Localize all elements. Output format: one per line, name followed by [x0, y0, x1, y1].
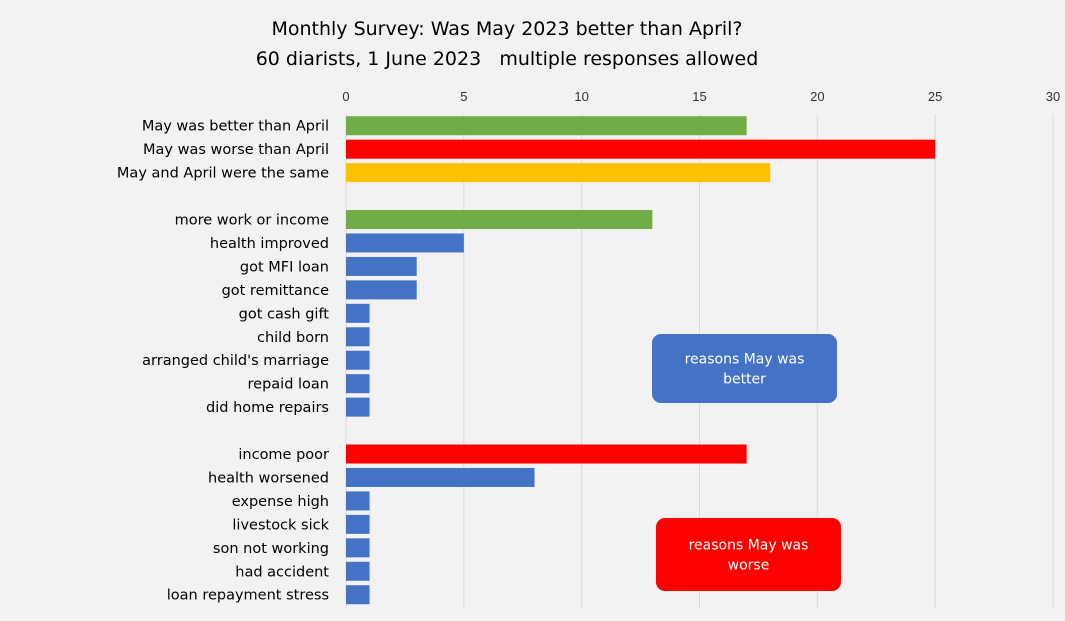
- category-label: had accident: [235, 564, 329, 580]
- annotation-text: reasons May was: [685, 352, 805, 368]
- annotation-box: reasons May was worse: [656, 518, 841, 591]
- category-label: child born: [257, 330, 329, 346]
- annotation-text: worse: [728, 558, 770, 574]
- category-labels: May was better than April May was worse t…: [117, 119, 330, 604]
- category-label: got MFI loan: [240, 259, 329, 275]
- bar: [346, 210, 653, 230]
- bar: [346, 233, 464, 253]
- annotations: reasons May was better reasons May was wors…: [652, 334, 841, 591]
- category-label: got cash gift: [239, 306, 330, 322]
- bar: [346, 491, 370, 511]
- bar: [346, 374, 370, 394]
- bar: [346, 139, 936, 159]
- bar: [346, 327, 370, 347]
- bars: [346, 116, 936, 605]
- x-tick-label: 0: [342, 89, 349, 104]
- chart-title: Monthly Survey: Was May 2023 better than…: [271, 18, 742, 40]
- category-label: livestock sick: [232, 517, 329, 533]
- chart-subtitle: 60 diarists, 1 June 2023 multiple respon…: [256, 48, 759, 70]
- bar: [346, 538, 370, 558]
- bar: [346, 514, 370, 534]
- bar: [346, 163, 771, 183]
- category-label: May was worse than April: [143, 142, 329, 158]
- bar: [346, 561, 370, 581]
- bar: [346, 256, 417, 276]
- category-label: May and April were the same: [117, 166, 329, 182]
- x-tick-label: 20: [810, 89, 824, 104]
- category-label: health worsened: [208, 470, 329, 486]
- annotation-text: better: [723, 372, 766, 388]
- category-label: health improved: [210, 236, 329, 252]
- x-tick-label: 30: [1046, 89, 1060, 104]
- category-label: arranged child's marriage: [142, 353, 329, 369]
- category-label: loan repayment stress: [167, 588, 329, 604]
- annotation-box: reasons May was better: [652, 334, 837, 403]
- bar: [346, 116, 747, 136]
- category-label: got remittance: [222, 283, 330, 299]
- category-label: expense high: [232, 494, 329, 510]
- category-label: more work or income: [175, 213, 329, 229]
- category-label: May was better than April: [142, 119, 329, 135]
- bar: [346, 303, 370, 323]
- category-label: did home repairs: [206, 400, 329, 416]
- x-axis-ticks: 0 5 10 15 20 25 30: [342, 89, 1060, 104]
- bar: [346, 444, 747, 464]
- bar: [346, 397, 370, 417]
- x-tick-label: 10: [574, 89, 588, 104]
- bar: [346, 280, 417, 300]
- category-label: income poor: [238, 447, 329, 463]
- x-tick-label: 15: [692, 89, 706, 104]
- x-tick-label: 5: [460, 89, 467, 104]
- annotation-text: reasons May was: [689, 538, 809, 554]
- bar: [346, 350, 370, 370]
- x-tick-label: 25: [928, 89, 942, 104]
- bar: [346, 467, 535, 487]
- category-label: repaid loan: [248, 377, 329, 393]
- bar: [346, 585, 370, 605]
- category-label: son not working: [213, 541, 329, 557]
